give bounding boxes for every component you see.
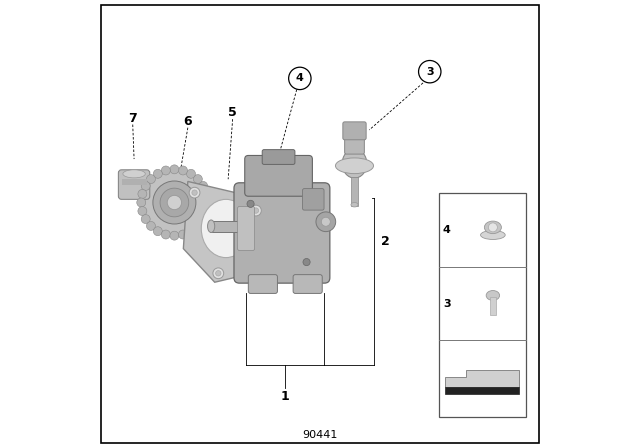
Ellipse shape [484, 221, 501, 233]
Bar [439, 193, 526, 417]
Circle shape [488, 223, 497, 232]
Circle shape [189, 187, 200, 198]
Circle shape [198, 215, 207, 224]
Text: 5: 5 [228, 106, 237, 120]
Text: 4: 4 [296, 73, 304, 83]
Ellipse shape [201, 199, 250, 258]
FancyBboxPatch shape [244, 155, 312, 196]
Circle shape [137, 198, 146, 207]
FancyBboxPatch shape [344, 133, 364, 154]
Text: 6: 6 [184, 115, 192, 129]
Bar [210, 221, 244, 232]
Circle shape [250, 205, 261, 216]
Circle shape [303, 258, 310, 266]
Ellipse shape [123, 170, 145, 178]
FancyBboxPatch shape [293, 275, 322, 293]
FancyBboxPatch shape [237, 207, 255, 250]
Ellipse shape [335, 158, 374, 173]
Bar [122, 179, 147, 185]
Circle shape [193, 175, 202, 184]
Circle shape [186, 227, 195, 236]
Ellipse shape [207, 220, 214, 233]
Circle shape [253, 208, 259, 213]
Text: 7: 7 [129, 112, 137, 125]
Circle shape [179, 230, 188, 239]
Text: 3: 3 [426, 67, 433, 77]
Ellipse shape [486, 290, 500, 300]
Circle shape [289, 67, 311, 90]
Ellipse shape [342, 149, 367, 178]
FancyBboxPatch shape [262, 150, 295, 164]
Circle shape [198, 181, 207, 190]
Circle shape [154, 169, 163, 178]
Circle shape [316, 212, 335, 232]
Circle shape [138, 207, 147, 215]
Circle shape [153, 181, 196, 224]
Circle shape [147, 221, 156, 230]
Circle shape [167, 195, 182, 210]
Circle shape [192, 190, 197, 195]
Circle shape [160, 188, 189, 217]
Circle shape [138, 190, 147, 198]
Text: 1: 1 [281, 390, 290, 403]
Text: 2: 2 [381, 235, 390, 249]
Circle shape [141, 169, 208, 236]
Circle shape [186, 169, 195, 178]
Polygon shape [445, 370, 520, 387]
FancyBboxPatch shape [234, 183, 330, 283]
Bar [351, 177, 358, 206]
Circle shape [193, 221, 202, 230]
Bar [490, 297, 496, 314]
Text: 3: 3 [443, 298, 451, 309]
Circle shape [203, 198, 212, 207]
Circle shape [147, 175, 156, 184]
Text: 90441: 90441 [302, 430, 338, 439]
Circle shape [170, 165, 179, 174]
Polygon shape [183, 181, 264, 282]
Circle shape [154, 227, 163, 236]
Circle shape [202, 190, 211, 198]
Circle shape [161, 230, 170, 239]
Circle shape [179, 166, 188, 175]
Circle shape [141, 181, 150, 190]
Circle shape [141, 215, 150, 224]
Circle shape [213, 268, 224, 279]
Circle shape [170, 231, 179, 240]
FancyBboxPatch shape [343, 122, 366, 140]
Circle shape [419, 60, 441, 83]
Circle shape [216, 271, 221, 276]
Text: 4: 4 [443, 224, 451, 235]
FancyBboxPatch shape [118, 170, 150, 199]
Ellipse shape [351, 202, 358, 207]
Circle shape [161, 166, 170, 175]
Ellipse shape [481, 230, 505, 239]
Circle shape [247, 200, 254, 207]
Circle shape [202, 207, 211, 215]
FancyBboxPatch shape [248, 275, 277, 293]
Bar [445, 387, 519, 394]
Circle shape [321, 217, 330, 226]
FancyBboxPatch shape [303, 189, 324, 210]
